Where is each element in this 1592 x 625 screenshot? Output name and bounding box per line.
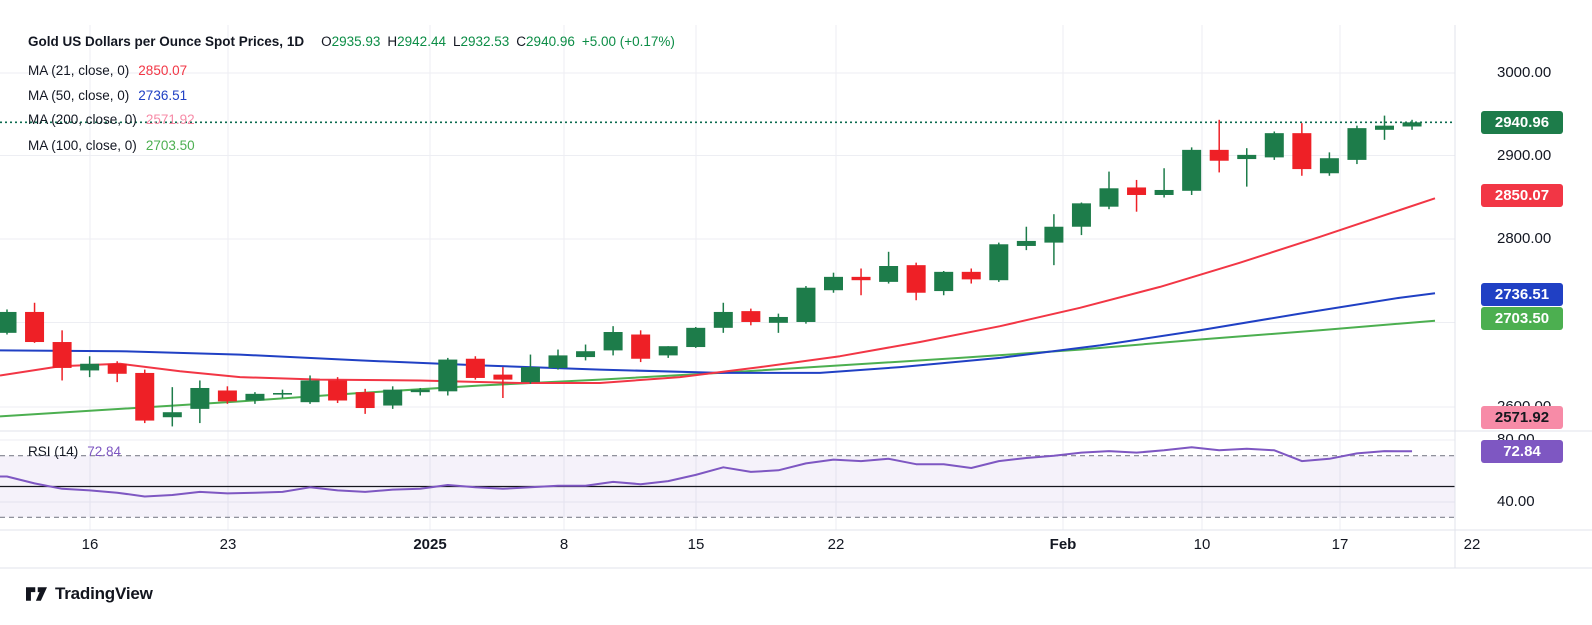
ma100-value-badge: 2703.50 — [1481, 307, 1563, 330]
close-label: C — [516, 34, 527, 49]
symbol-legend-row[interactable]: Gold US Dollars per Ounce Spot Prices, 1… — [28, 33, 675, 51]
ma50-label: MA (50, close, 0) — [28, 88, 130, 103]
ohlc-values: O2935.93 H2942.44 L2932.53 C2940.96 +5.00 (+… — [314, 34, 675, 49]
close-price-badge: 2940.96 — [1481, 111, 1563, 134]
ma21-legend-row[interactable]: MA (21, close, 0) 2850.07 — [28, 62, 187, 80]
ma200-value: 2571.92 — [145, 112, 195, 127]
rsi-value: 72.84 — [87, 444, 122, 459]
time-axis-tick: 16 — [81, 536, 99, 553]
price-axis-tick: 3000.00 — [1497, 64, 1552, 81]
close-value: 2940.96 — [526, 34, 575, 49]
ma200-legend-row[interactable]: MA (200, close, 0) 2571.92 — [28, 111, 195, 129]
ma50-value-badge: 2736.51 — [1481, 282, 1563, 306]
tradingview-logo-icon — [26, 587, 47, 601]
open-label: O — [321, 34, 332, 49]
ma50-value: 2736.51 — [138, 88, 188, 103]
price-axis-tick: 2800.00 — [1497, 230, 1552, 247]
ma100-label: MA (100, close, 0) — [28, 138, 137, 153]
time-axis-tick: Feb — [1049, 536, 1077, 553]
low-label: L — [452, 34, 461, 49]
rsi-legend-row[interactable]: RSI (14) 72.84 — [28, 443, 121, 461]
open-value: 2935.93 — [331, 34, 381, 49]
high-label: H — [387, 34, 398, 49]
price-axis-tick: 40.00 — [1497, 493, 1535, 510]
ma200-label: MA (200, close, 0) — [28, 112, 137, 127]
ma100-legend-row[interactable]: MA (100, close, 0) 2703.50 — [28, 137, 195, 155]
time-axis-tick: 8 — [559, 536, 569, 553]
low-value: 2932.53 — [460, 34, 510, 49]
rsi-value-badge: 72.84 — [1481, 440, 1563, 463]
ma21-value-badge: 2850.07 — [1481, 184, 1563, 207]
time-axis-tick: 22 — [1463, 536, 1481, 553]
tradingview-logo-text: TradingView — [55, 584, 153, 603]
tradingview-logo[interactable]: TradingView — [26, 584, 153, 604]
time-axis-tick: 23 — [219, 536, 237, 553]
price-axis-tick: 2900.00 — [1497, 146, 1552, 164]
time-axis-tick: 10 — [1193, 536, 1211, 553]
time-axis-tick: 15 — [687, 536, 705, 553]
time-axis-tick: 17 — [1331, 536, 1349, 553]
ma21-label: MA (21, close, 0) — [28, 63, 130, 78]
high-value: 2942.44 — [397, 34, 446, 49]
time-axis-tick: 22 — [827, 536, 845, 553]
ma21-value: 2850.07 — [138, 63, 188, 78]
rsi-label: RSI (14) — [28, 444, 79, 459]
change-value: +5.00 (+0.17%) — [581, 34, 675, 49]
time-axis-tick: 2025 — [413, 536, 447, 553]
ma100-value: 2703.50 — [145, 138, 195, 153]
symbol-title: Gold US Dollars per Ounce Spot Prices, 1… — [28, 34, 305, 49]
ma50-legend-row[interactable]: MA (50, close, 0) 2736.51 — [28, 87, 187, 105]
ma200-value-badge: 2571.92 — [1481, 405, 1563, 429]
